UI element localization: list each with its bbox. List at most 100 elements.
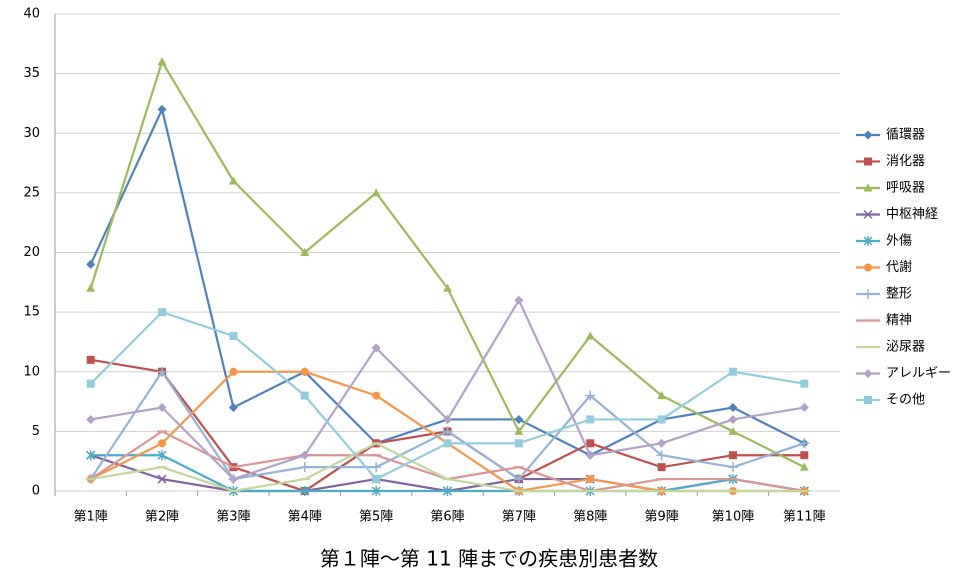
- legend-label: 泌尿器: [886, 340, 925, 355]
- data-point: [86, 259, 96, 269]
- x-tick-label: 第7陣: [502, 510, 536, 525]
- data-point: [800, 379, 809, 388]
- data-point: [657, 438, 667, 448]
- data-point: [514, 426, 524, 435]
- data-point: [157, 57, 167, 66]
- legend-marker: [864, 263, 872, 272]
- data-point: [728, 403, 738, 413]
- data-point: [585, 450, 595, 460]
- data-point: [157, 366, 168, 377]
- x-tick-label: 第6陣: [430, 510, 464, 525]
- data-point: [371, 486, 381, 496]
- series: [86, 308, 809, 484]
- data-point: [514, 414, 524, 424]
- series: [86, 104, 809, 460]
- legend-marker: [864, 396, 872, 404]
- data-point: [728, 426, 738, 435]
- y-tick-label: 40: [23, 7, 40, 22]
- series: [86, 450, 809, 496]
- legend-marker: [864, 157, 872, 166]
- data-point: [442, 486, 453, 496]
- data-point: [228, 474, 238, 484]
- data-point: [300, 391, 309, 400]
- data-point: [86, 379, 95, 388]
- data-point: [513, 474, 524, 485]
- y-tick-label: 25: [23, 185, 40, 200]
- legend-label: 消化器: [886, 154, 925, 169]
- legend-marker: [863, 236, 873, 246]
- legend-label: 外傷: [886, 234, 912, 249]
- data-point: [514, 439, 523, 448]
- chart-title: 第１陣～第 11 陣までの疾患別患者数: [320, 547, 658, 571]
- series: [85, 442, 810, 493]
- legend-label: 整形: [886, 287, 912, 302]
- data-point: [229, 331, 238, 340]
- series: [86, 355, 809, 495]
- data-point: [586, 439, 595, 448]
- legend-label: 精神: [886, 313, 912, 328]
- legend-label: 呼吸器: [886, 181, 925, 196]
- legend-marker: [863, 130, 873, 140]
- y-tick-label: 20: [23, 245, 40, 260]
- data-point: [86, 414, 96, 424]
- data-point: [443, 414, 452, 424]
- legend-marker: [863, 289, 873, 299]
- y-tick-label: 5: [32, 424, 40, 439]
- data-point: [442, 426, 453, 437]
- data-point: [229, 367, 238, 376]
- data-point: [657, 463, 666, 472]
- data-point: [443, 439, 452, 448]
- data-point: [300, 450, 310, 460]
- data-point: [372, 475, 381, 484]
- data-point: [157, 403, 167, 413]
- legend-label: 循環器: [886, 128, 925, 143]
- data-point: [299, 462, 310, 473]
- data-point: [228, 176, 238, 185]
- series-line: [89, 310, 805, 481]
- data-point: [585, 390, 596, 401]
- y-tick-label: 30: [23, 126, 40, 141]
- data-point: [799, 438, 810, 449]
- y-tick-label: 35: [23, 66, 40, 81]
- data-point: [728, 414, 738, 424]
- data-point: [443, 283, 452, 292]
- data-point: [300, 367, 309, 376]
- x-tick-label: 第2陣: [145, 510, 179, 525]
- data-point: [371, 188, 381, 197]
- x-tick-label: 第4陣: [288, 510, 322, 525]
- legend-label: アレルギー: [886, 366, 951, 381]
- data-point: [657, 391, 667, 400]
- data-point: [799, 403, 809, 413]
- data-point: [86, 283, 96, 292]
- data-point: [657, 415, 666, 424]
- data-point: [586, 415, 595, 424]
- series-line: [89, 369, 805, 481]
- data-point: [372, 391, 381, 400]
- x-tick-label: 第5陣: [359, 510, 393, 525]
- series-line: [90, 297, 805, 481]
- x-tick-label: 第8陣: [573, 510, 607, 525]
- data-point: [158, 308, 167, 317]
- legend-label: 中枢神経: [886, 207, 938, 222]
- data-point: [300, 248, 310, 256]
- data-point: [157, 104, 167, 114]
- data-point: [228, 403, 238, 413]
- x-tick-label: 第9陣: [644, 510, 678, 525]
- x-tick-label: 第1陣: [74, 510, 108, 525]
- data-point: [727, 462, 738, 473]
- series-line: [89, 106, 805, 457]
- legend-label: 代謝: [886, 260, 912, 275]
- data-point: [371, 462, 382, 473]
- data-point: [799, 462, 809, 471]
- legend-marker: [863, 209, 873, 220]
- series: [86, 295, 809, 484]
- x-tick-label: 第11陣: [783, 510, 826, 525]
- data-point: [371, 343, 381, 353]
- legend-marker: [863, 183, 873, 192]
- data-point: [656, 450, 667, 461]
- data-point: [86, 355, 95, 364]
- data-point: [157, 474, 167, 484]
- data-point: [586, 475, 595, 484]
- x-tick-label: 第3陣: [216, 510, 250, 525]
